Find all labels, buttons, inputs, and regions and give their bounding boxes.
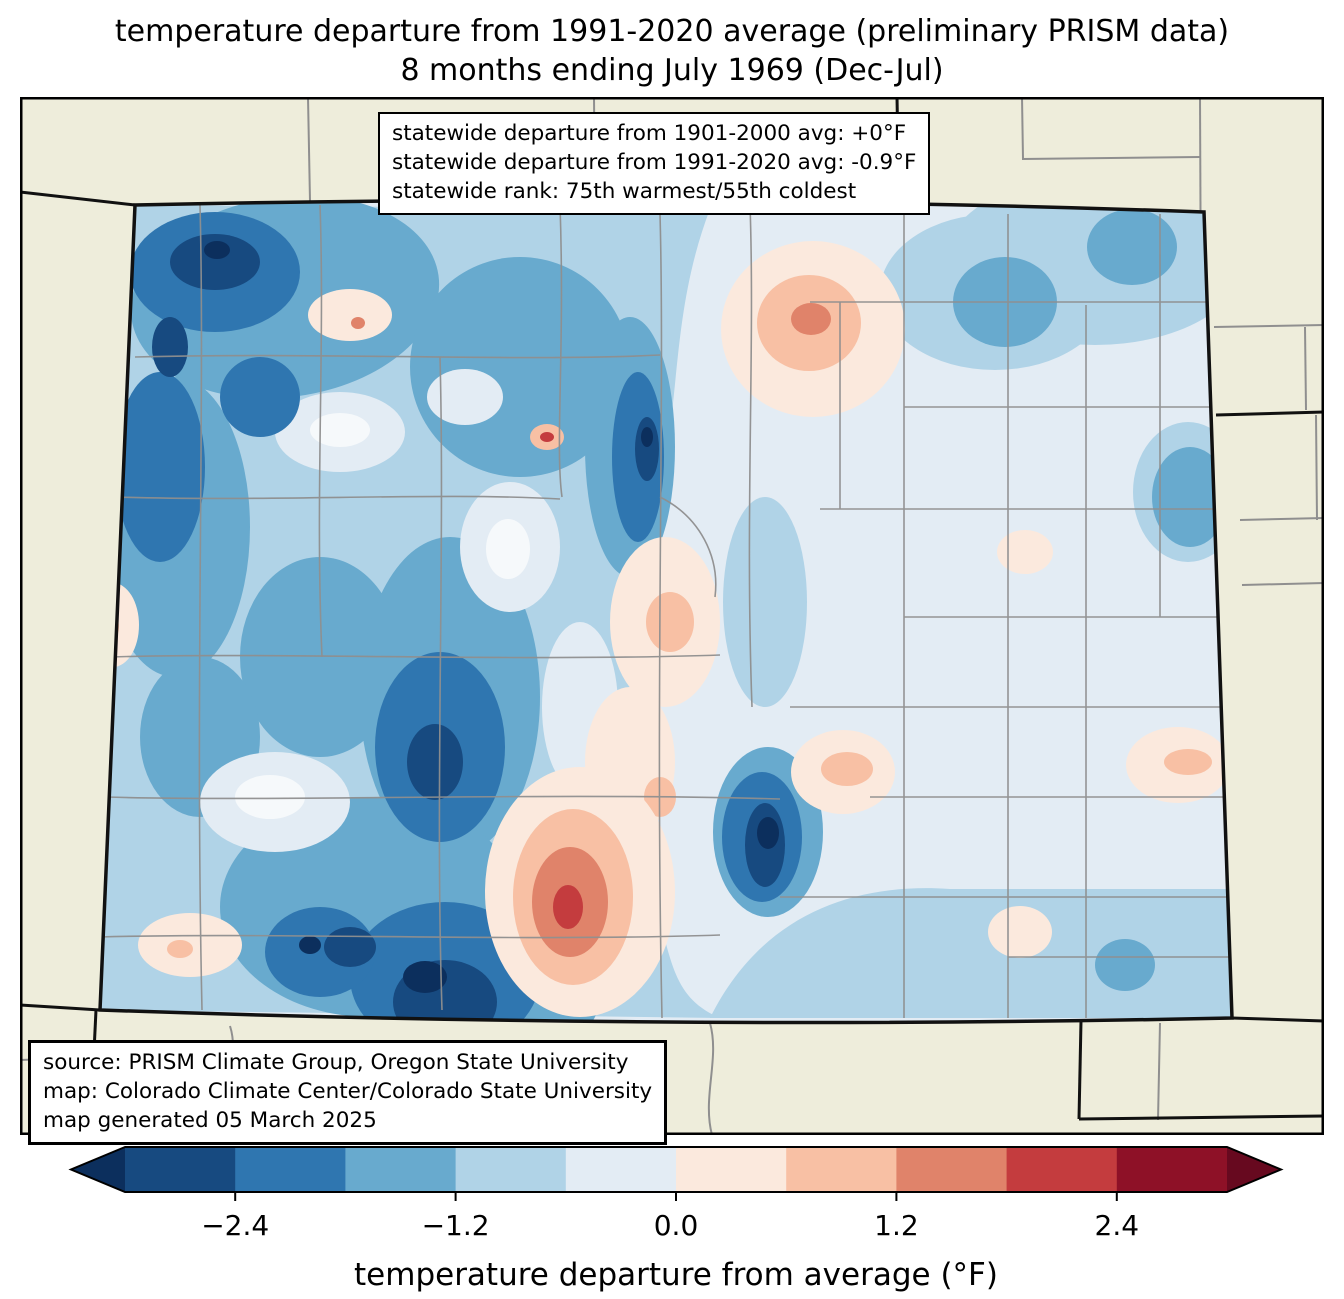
colorbar-tick-label: 1.2 (874, 1209, 919, 1242)
colorbar-tick-label: 2.4 (1095, 1209, 1140, 1242)
statewide-stats-box: statewide departure from 1901-2000 avg: … (378, 112, 931, 215)
legend: −2.4 −1.2 0.0 1.2 2.4 temperature departure f… (0, 1135, 1344, 1299)
colorbar-tick-label: −1.2 (422, 1209, 490, 1242)
colorbar-svg: −2.4 −1.2 0.0 1.2 2.4 temperature departure f… (68, 1146, 1284, 1293)
colorbar-axis-label: temperature departure from average (°F) (354, 1257, 998, 1293)
contour-level-darkest-navy (204, 241, 779, 993)
colorbar-bin (455, 1147, 567, 1192)
map-panel: statewide departure from 1901-2000 avg: … (20, 97, 1324, 1145)
map-svg (20, 97, 1324, 1135)
stats-line-3: statewide rank: 75th warmest/55th coldes… (392, 179, 857, 204)
colorbar-bin (345, 1147, 457, 1192)
colorbar-bin (1006, 1147, 1118, 1192)
colorbar-tick-label: −2.4 (201, 1209, 269, 1242)
colorbar-outline (68, 1146, 1284, 1193)
figure-title: temperature departure from 1991-2020 ave… (0, 12, 1344, 90)
colorado-county-lines (100, 204, 1232, 1019)
source-line-1: source: PRISM Climate Group, Oregon Stat… (43, 1050, 629, 1075)
colorbar-bin (786, 1147, 897, 1192)
contour-warm-areas (100, 241, 1230, 1017)
colorbar-bin (676, 1147, 787, 1192)
colorbar-bin (1116, 1147, 1228, 1192)
stats-line-2: statewide departure from 1991-2020 avg: … (392, 150, 917, 175)
contour-near-white-patches (235, 413, 530, 819)
source-line-2: map: Colorado Climate Center/Colorado St… (43, 1079, 653, 1104)
source-box: source: PRISM Climate Group, Oregon Stat… (28, 1040, 668, 1145)
colorbar-bin (565, 1147, 677, 1192)
map-frame-border (20, 97, 1324, 1135)
source-line-3: map generated 05 March 2025 (43, 1108, 377, 1133)
colorado-contour-field (100, 200, 1232, 1023)
colorbar-bin (235, 1147, 346, 1192)
colorbar-over-arrow (1227, 1147, 1281, 1192)
title-line-1: temperature departure from 1991-2020 ave… (114, 14, 1230, 49)
colorbar-bin (896, 1147, 1008, 1192)
colorbar-bin (125, 1147, 236, 1192)
stats-line-1: statewide departure from 1901-2000 avg: … (392, 121, 907, 146)
title-line-2: 8 months ending July 1969 (Dec-Jul) (400, 53, 944, 88)
colorbar-under-arrow (71, 1147, 125, 1192)
colorbar-tick-label: 0.0 (654, 1209, 699, 1242)
